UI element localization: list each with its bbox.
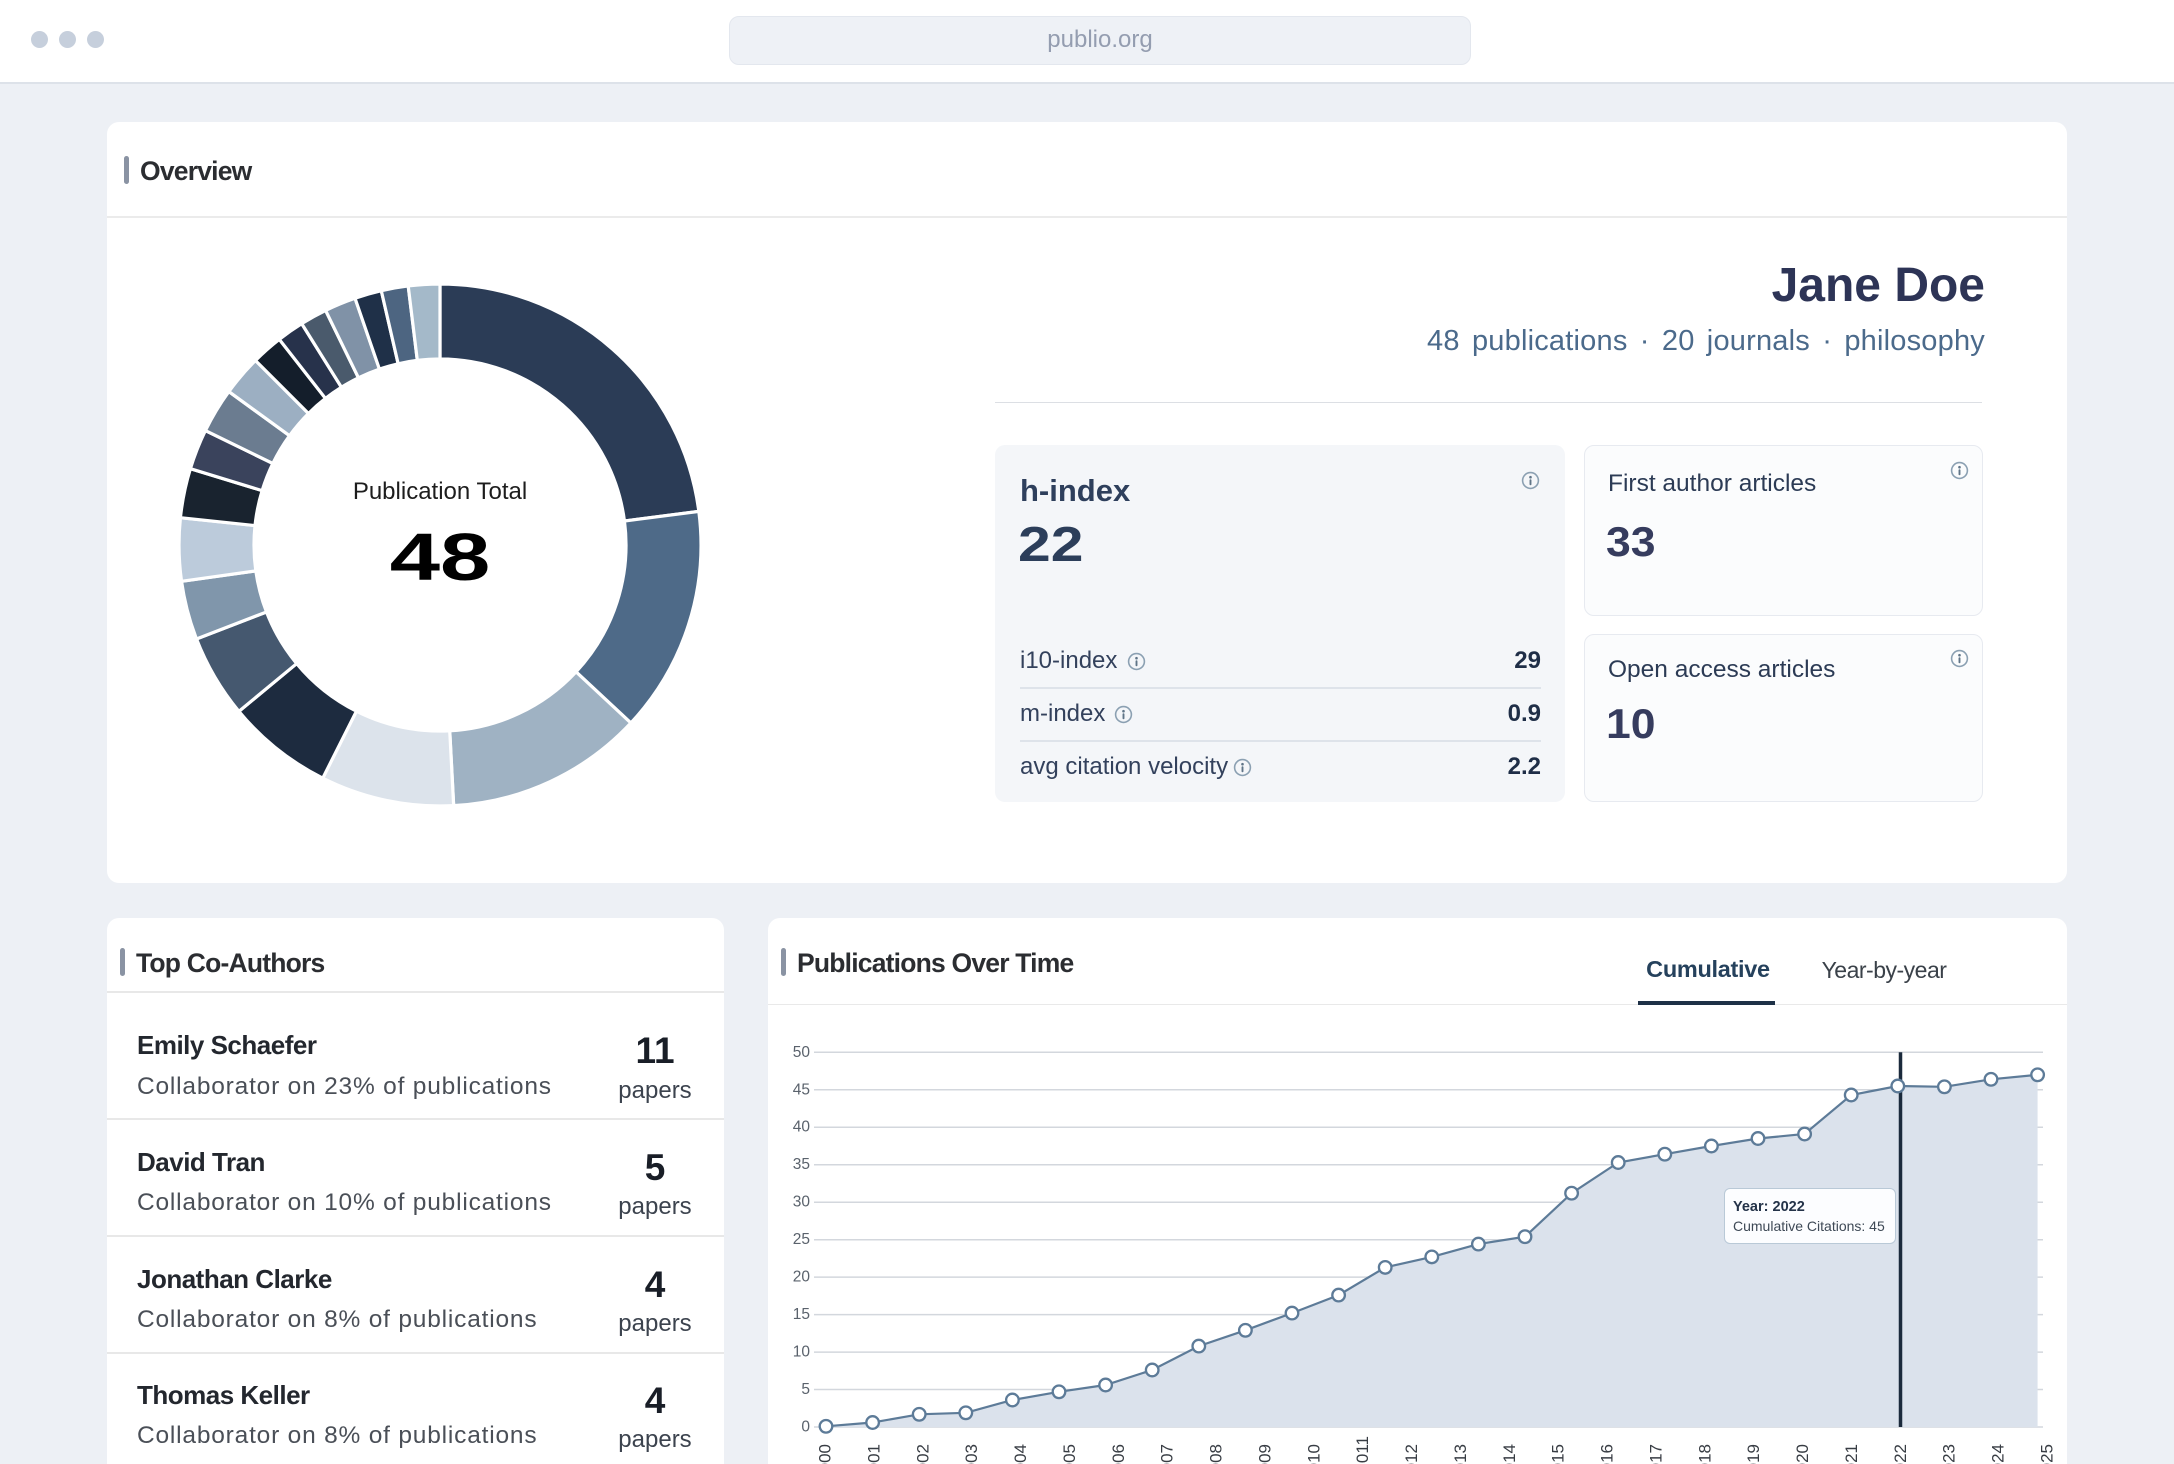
svg-text:2024: 2024 <box>1989 1444 2008 1464</box>
svg-text:2002: 2002 <box>913 1444 932 1464</box>
svg-text:2014: 2014 <box>1500 1444 1519 1464</box>
svg-text:35: 35 <box>793 1156 810 1173</box>
svg-text:2010: 2010 <box>1304 1444 1323 1464</box>
svg-text:2000: 2000 <box>816 1444 835 1464</box>
svg-text:0: 0 <box>801 1419 810 1436</box>
svg-text:2001: 2001 <box>864 1444 883 1464</box>
svg-text:5: 5 <box>801 1381 810 1398</box>
svg-text:2025: 2025 <box>2038 1444 2057 1464</box>
svg-text:2013: 2013 <box>1451 1444 1470 1464</box>
svg-text:25: 25 <box>793 1231 810 1248</box>
svg-text:2017: 2017 <box>1647 1444 1666 1464</box>
svg-text:2021: 2021 <box>1842 1444 1861 1464</box>
svg-text:45: 45 <box>793 1081 810 1098</box>
svg-text:2004: 2004 <box>1011 1444 1030 1464</box>
svg-text:2005: 2005 <box>1060 1444 1079 1464</box>
svg-text:40: 40 <box>793 1119 811 1136</box>
svg-text:2012: 2012 <box>1402 1444 1421 1464</box>
svg-text:2009: 2009 <box>1255 1444 1274 1464</box>
svg-text:2015: 2015 <box>1549 1444 1568 1464</box>
svg-text:15: 15 <box>793 1306 810 1323</box>
svg-text:2007: 2007 <box>1158 1444 1177 1464</box>
svg-text:2019: 2019 <box>1744 1444 1763 1464</box>
svg-text:2011: 2011 <box>1353 1436 1372 1464</box>
svg-text:30: 30 <box>793 1194 811 1211</box>
svg-text:2003: 2003 <box>962 1444 981 1464</box>
svg-text:2006: 2006 <box>1109 1444 1128 1464</box>
svg-text:10: 10 <box>793 1344 811 1361</box>
svg-text:2018: 2018 <box>1695 1444 1714 1464</box>
svg-text:2020: 2020 <box>1793 1444 1812 1464</box>
svg-text:2023: 2023 <box>1940 1444 1959 1464</box>
svg-text:50: 50 <box>793 1044 811 1061</box>
svg-text:20: 20 <box>793 1269 811 1286</box>
svg-text:2022: 2022 <box>1891 1444 1910 1464</box>
svg-text:2008: 2008 <box>1207 1444 1226 1464</box>
svg-text:2016: 2016 <box>1598 1444 1617 1464</box>
